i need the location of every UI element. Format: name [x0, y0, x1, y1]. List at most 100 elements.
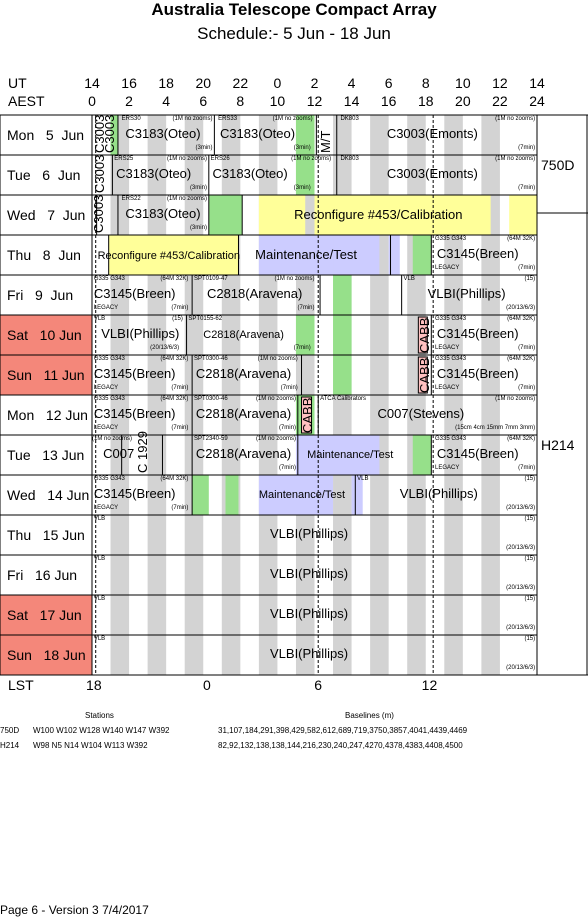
- gray-stripe: [184, 595, 204, 635]
- lst-tick-label: 12: [421, 677, 438, 693]
- project-note: (20/13/6/3): [506, 305, 536, 311]
- project-note: (7min): [297, 305, 315, 311]
- event-fill-yellow: [314, 195, 491, 235]
- lst-tick-label: 18: [86, 677, 102, 693]
- project-note: (20/13/6/3): [506, 545, 536, 551]
- project-note: (20/13/6/3): [506, 505, 536, 511]
- gray-stripe: [481, 115, 500, 155]
- gray-stripe: [110, 515, 130, 555]
- gray-stripe: [481, 315, 500, 355]
- gray-stripe: [407, 155, 426, 195]
- project-note: (1M no zooms): [257, 356, 298, 362]
- day-label: Tue 6 Jun: [7, 167, 81, 183]
- project-code: ERS26: [210, 156, 230, 162]
- gray-stripe: [221, 275, 241, 315]
- project-code: SPT0300-46: [193, 396, 228, 402]
- gray-stripe: [184, 395, 204, 435]
- day-label: Sun 18 Jun: [7, 647, 86, 663]
- gray-stripe: [481, 235, 500, 275]
- project-name: VLBI(Phillips): [270, 606, 349, 621]
- gray-stripe: [221, 155, 241, 195]
- aest-tick-label: 12: [306, 93, 323, 109]
- day-label: Sat 10 Jun: [7, 327, 82, 343]
- gray-stripe: [147, 355, 167, 395]
- day-label: Wed 7 Jun: [7, 207, 86, 223]
- gray-stripe: [258, 315, 278, 355]
- project-note: (1M no zooms): [255, 436, 296, 442]
- lst-tick-label: 0: [203, 677, 211, 693]
- gray-stripe: [184, 555, 204, 595]
- project-note: (1M no zooms): [272, 116, 313, 122]
- gray-stripe: [184, 315, 204, 355]
- project-code: VLB: [93, 516, 106, 522]
- gray-stripe: [110, 195, 130, 235]
- project-note: (7min): [171, 385, 189, 391]
- project-name: C007(Stevens): [377, 406, 465, 421]
- gray-stripe: [258, 155, 278, 195]
- project-note: (15): [524, 556, 536, 562]
- gray-stripe: [221, 515, 241, 555]
- project-note: (1M no zooms): [495, 396, 536, 402]
- project-note: LEGACY: [435, 465, 460, 471]
- cabb-label: CABB: [417, 317, 433, 353]
- gray-stripe: [258, 115, 278, 155]
- project-code: SPT0155-62: [188, 316, 223, 322]
- cabb-box: [417, 316, 428, 354]
- project-note: (7min): [171, 305, 189, 311]
- project-code: G335 G343: [435, 316, 467, 322]
- project-code: DK803: [340, 156, 359, 162]
- project-note: (7min): [171, 505, 189, 511]
- day-label: Sun 11 Jun: [7, 367, 85, 383]
- ut-tick-label: 4: [347, 75, 356, 91]
- gray-stripe: [147, 155, 167, 195]
- weekend-day-cell: [0, 595, 92, 635]
- project-name: C3003(Emonts): [386, 126, 478, 141]
- gray-stripe: [370, 555, 389, 595]
- project-name: Maintenance/Test: [258, 489, 346, 501]
- gray-stripe: [184, 355, 204, 395]
- footer-baselines-h214: 82,92,132,138,138,144,216,230,240,247,42…: [218, 741, 463, 750]
- gray-stripe: [444, 635, 463, 675]
- project-note: (64M 32K): [160, 276, 189, 282]
- cabb-box: [301, 396, 313, 434]
- project-note: (15cm 4cm 15mm 7mm 3mm): [455, 425, 536, 431]
- project-note: LEGACY: [435, 265, 460, 271]
- weekend-day-cell: [0, 635, 92, 675]
- vertical-project-label: C 1929: [134, 431, 150, 473]
- gray-stripe: [370, 515, 389, 555]
- project-code: SPT0109-47: [193, 276, 228, 282]
- project-note: (1M no zooms): [291, 156, 332, 162]
- gray-stripe: [295, 635, 315, 675]
- project-code: G335 G343: [93, 356, 125, 362]
- project-name: C3183(Oteo): [219, 126, 296, 141]
- event-fill-green: [192, 475, 209, 515]
- gray-stripe: [333, 515, 352, 555]
- footer-baselines-750d: 31,107,184,291,398,429,582,612,689,719,3…: [218, 726, 468, 735]
- project-note: (7min): [518, 465, 536, 471]
- gray-stripe: [184, 515, 204, 555]
- gray-stripe: [221, 435, 241, 475]
- gray-stripe: [481, 475, 500, 515]
- event-fill-lavender: [258, 475, 334, 515]
- aest-tick-label: 18: [417, 93, 434, 109]
- event-fill-green: [110, 115, 118, 155]
- aest-tick-label: 6: [199, 93, 208, 109]
- gray-stripe: [221, 555, 241, 595]
- ut-tick-label: 18: [158, 75, 174, 91]
- project-name: C2818(Aravena): [206, 286, 303, 301]
- gray-stripe: [444, 315, 463, 355]
- gray-stripe: [147, 115, 167, 155]
- gray-stripe: [147, 315, 167, 355]
- project-code: SPT0300-46: [193, 356, 228, 362]
- event-fill-yellow: [509, 195, 537, 235]
- project-name: VLBI(Phillips): [270, 646, 349, 661]
- project-name: C3183(Oteo): [116, 166, 192, 181]
- project-note: (7min): [518, 145, 536, 151]
- project-name: C2818(Aravena): [195, 366, 292, 381]
- project-code: VLB: [403, 276, 415, 282]
- project-note: (3min): [293, 145, 311, 151]
- project-note: (15): [524, 476, 536, 482]
- gray-stripe: [221, 635, 241, 675]
- project-name: C2818(Aravena): [195, 446, 292, 461]
- project-name: C2818(Aravena): [203, 329, 284, 341]
